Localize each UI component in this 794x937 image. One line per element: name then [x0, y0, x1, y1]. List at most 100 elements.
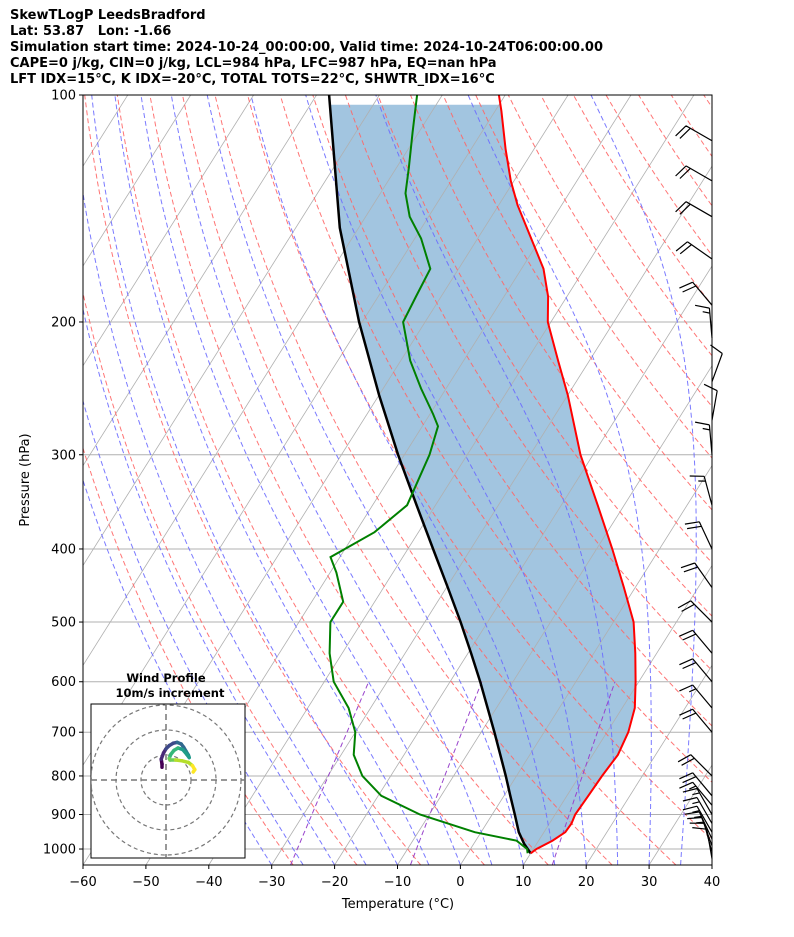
isotherm-gridline: [460, 464, 712, 865]
dry-adiabat: [769, 95, 794, 865]
isotherm-gridline: [208, 95, 695, 865]
dry-adiabat: [344, 95, 712, 672]
isotherm-gridline: [334, 265, 712, 865]
wind-barb: [679, 772, 713, 797]
moist-adiabat: [140, 95, 461, 865]
simulation-times: Simulation start time: 2024-10-24_00:00:…: [10, 40, 603, 55]
parcel-profile-line: [327, 95, 532, 855]
moist-adiabat: [114, 95, 430, 865]
wind-barb: [703, 383, 718, 421]
y-tick-label: 300: [51, 448, 76, 463]
dry-adiabat: [605, 95, 712, 257]
wind-barb: [675, 241, 713, 260]
wind-barb: [679, 281, 713, 306]
moist-adiabat: [206, 95, 524, 865]
isotherm-gridline: [271, 165, 712, 865]
y-tick-label: 800: [51, 769, 76, 784]
x-tick-label: 10: [515, 875, 532, 890]
isotherm-gridline: [83, 95, 443, 667]
dry-adiabat: [116, 95, 485, 865]
x-tick-label: 40: [704, 875, 721, 890]
wind-barb: [679, 708, 713, 733]
moist-adiabat: [83, 399, 304, 865]
wind-barb: [684, 811, 713, 840]
wind-barb: [675, 201, 713, 218]
dry-adiabat: [84, 95, 422, 865]
moist-adiabat: [250, 95, 556, 865]
y-tick-label: 200: [51, 315, 76, 330]
dry-adiabat: [670, 95, 712, 158]
wind-barb: [682, 805, 713, 833]
x-tick-label: 20: [578, 875, 595, 890]
mixing-ratio-line: [290, 681, 370, 865]
x-tick-label: −10: [384, 875, 411, 890]
dry-adiabat: [279, 95, 712, 783]
dry-adiabat: [83, 446, 294, 865]
wind-barb: [682, 787, 713, 815]
inset-title: Wind Profile: [126, 671, 206, 685]
dry-adiabat: [703, 95, 712, 109]
x-tick-label: −20: [321, 875, 348, 890]
temperature-profile-line: [497, 95, 637, 855]
wind-barb: [679, 684, 713, 709]
isotherm-gridline: [775, 95, 794, 865]
x-tick-label: −30: [258, 875, 285, 890]
wind-profile-inset: Wind Profile 10m/s increment: [90, 671, 246, 859]
y-tick-label: 500: [51, 616, 76, 631]
wind-barb: [682, 796, 713, 824]
wind-barb: [679, 781, 713, 806]
y-tick-label: 100: [51, 89, 76, 104]
dry-adiabat: [214, 95, 677, 865]
dry-adiabat: [312, 95, 712, 727]
wind-barb: [684, 521, 713, 550]
x-tick-label: −40: [195, 875, 222, 890]
wind-barb: [680, 562, 713, 588]
dry-adiabat: [377, 95, 712, 617]
stability-indices-2: LFT IDX=15°C, K IDX=-20°C, TOTAL TOTS=22…: [10, 72, 495, 87]
x-tick-label: 30: [641, 875, 658, 890]
wind-barb: [689, 475, 713, 506]
wind-barb: [679, 629, 713, 654]
x-axis-label: Temperature (°C): [341, 897, 454, 912]
wind-barb: [694, 421, 713, 455]
moist-adiabat: [711, 860, 712, 865]
stability-indices-1: CAPE=0 j/kg, CIN=0 j/kg, LCL=984 hPa, LF…: [10, 56, 497, 71]
dry-adiabat: [638, 95, 712, 207]
wind-barb: [677, 600, 713, 623]
x-tick-label: 0: [456, 875, 464, 890]
isotherm-gridline: [648, 764, 712, 865]
dry-adiabat: [736, 95, 794, 865]
cin-cape-shading: [329, 104, 636, 854]
isotherm-gridline: [83, 95, 380, 567]
dry-adiabat: [83, 290, 358, 865]
wind-barb: [677, 754, 713, 777]
x-tick-label: −60: [69, 875, 96, 890]
isotherm-gridline: [711, 864, 712, 865]
hodograph-segment: [191, 767, 197, 774]
moist-adiabat: [375, 95, 619, 865]
y-tick-label: 1000: [43, 843, 76, 858]
isotherm-gridline: [83, 95, 317, 467]
dry-adiabat: [149, 95, 549, 865]
isotherm-gridline: [522, 564, 712, 865]
moist-adiabat: [170, 95, 493, 865]
y-tick-label: 400: [51, 542, 76, 557]
wind-barb: [679, 658, 713, 683]
y-tick-label: 900: [51, 808, 76, 823]
y-axis-label: Pressure (hPa): [18, 433, 33, 526]
wind-barb: [675, 165, 713, 182]
isotherm-gridline: [585, 664, 712, 865]
location-coords: Lat: 53.87 Lon: -1.66: [10, 24, 172, 39]
x-tick-label: −50: [132, 875, 159, 890]
chart-header: SkewTLogP LeedsBradford Lat: 53.87 Lon: …: [10, 8, 603, 88]
moist-adiabat: [83, 478, 273, 865]
isotherm-gridline: [83, 95, 192, 267]
y-tick-label: 600: [51, 675, 76, 690]
moist-adiabat: [590, 95, 697, 865]
dewpoint-profile-line: [328, 95, 529, 854]
moist-adiabat: [91, 95, 398, 865]
mixing-ratio-line: [409, 681, 483, 865]
chart-title: SkewTLogP LeedsBradford: [10, 8, 206, 23]
isotherm-gridline: [83, 95, 254, 367]
